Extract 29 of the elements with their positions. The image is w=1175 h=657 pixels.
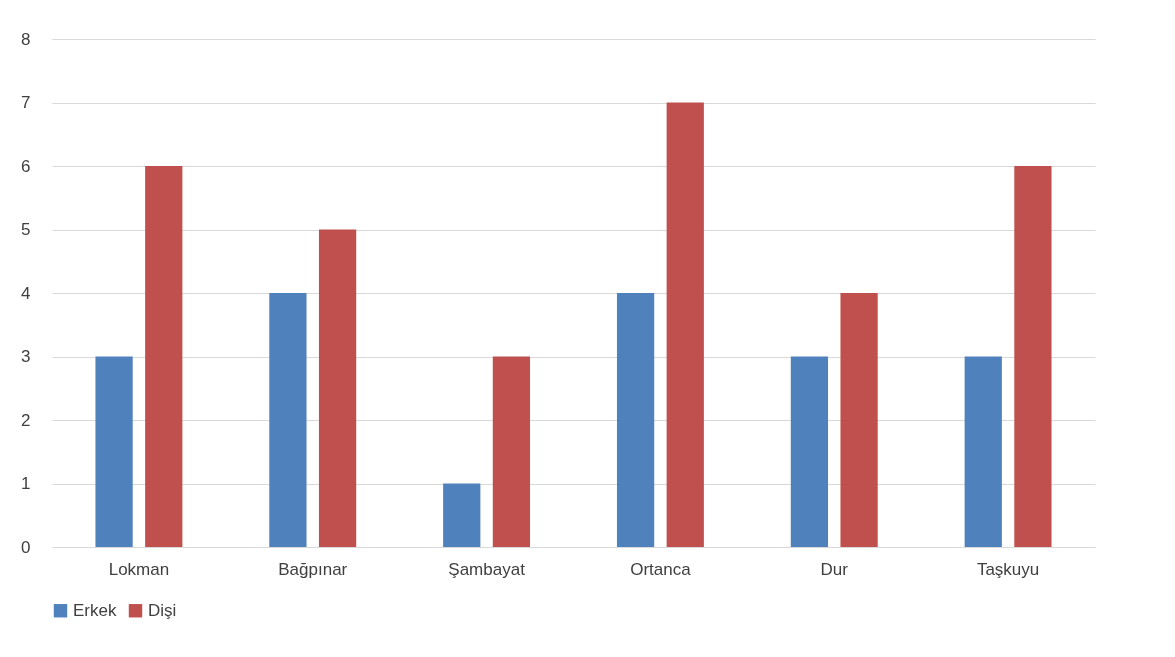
y-tick-label: 3: [21, 347, 31, 366]
bar: [964, 356, 1002, 547]
y-tick-label: 0: [21, 537, 31, 557]
bar: [1014, 166, 1052, 547]
bar: [666, 102, 704, 547]
y-tick-label: 8: [21, 29, 31, 49]
bar: [269, 293, 307, 547]
bar: [492, 356, 531, 547]
legend-label: Dişi: [148, 600, 177, 620]
x-tick-label: Ortanca: [630, 559, 692, 579]
bar: [443, 483, 481, 547]
bar: [95, 356, 133, 547]
bar: [616, 293, 655, 547]
bar: [145, 166, 183, 547]
x-tick-label: Şambayat: [448, 559, 526, 579]
y-tick-label: 6: [21, 156, 31, 176]
x-tick-label: Dur: [820, 559, 849, 579]
y-tick-label: 4: [21, 283, 31, 303]
y-tick-label: 7: [21, 93, 31, 112]
bar: [318, 229, 357, 547]
y-tick-label: 1: [21, 474, 31, 493]
x-tick-label: Lokman: [108, 559, 170, 579]
x-tick-label: Taşkuyu: [976, 559, 1040, 579]
y-tick-label: 2: [21, 410, 31, 430]
x-tick-label: Bağpınar: [278, 559, 348, 579]
y-tick-label: 5: [21, 220, 31, 239]
legend-label: Erkek: [73, 600, 117, 620]
bar: [790, 356, 829, 547]
bar: [840, 293, 878, 547]
